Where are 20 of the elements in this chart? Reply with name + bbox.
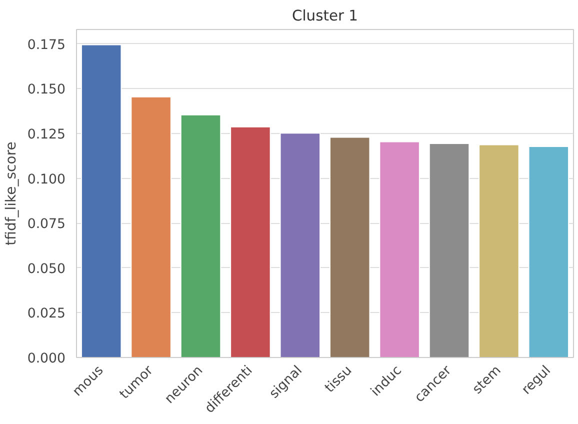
y-tick-label: 0.000 [27,352,66,366]
bar [428,142,470,358]
bar [80,44,122,358]
bar [329,136,370,358]
y-tick-label: 0.175 [27,38,66,53]
bar [130,96,172,358]
bar [379,141,420,358]
chart-title: Cluster 1 [292,8,358,24]
bar [280,132,321,358]
y-tick-label: 0.025 [27,306,66,322]
bar [528,146,570,358]
bar [230,126,271,358]
bar [478,144,520,358]
y-tick-label: 0.050 [27,262,66,277]
y-tick-label: 0.150 [27,82,66,98]
y-tick-label: 0.125 [27,127,66,142]
y-axis-title: tfidf_like_score [3,142,20,246]
y-tick-label: 0.075 [27,217,66,232]
y-tick-label: 0.100 [27,172,66,188]
bar [180,114,222,358]
